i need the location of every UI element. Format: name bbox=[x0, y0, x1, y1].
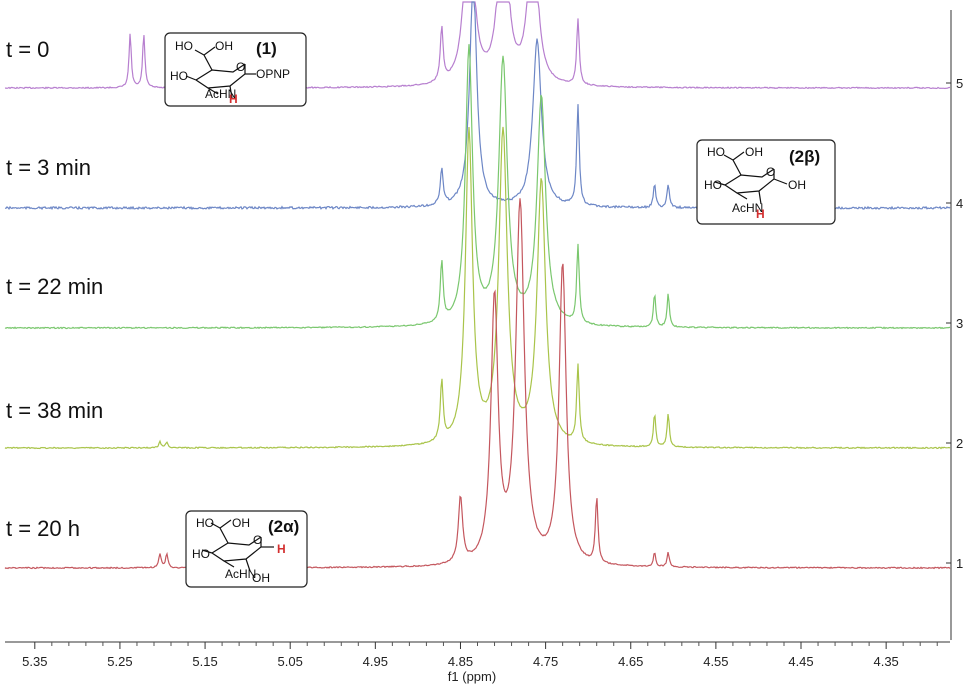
x-tick-label: 4.35 bbox=[873, 654, 898, 669]
struct2a-label-ho2: HO bbox=[192, 547, 210, 561]
y-tick-label: 5 bbox=[956, 76, 963, 91]
struct2b-label-h: H bbox=[756, 207, 765, 221]
structure-2alpha-box: HO OH HO O H AcHN OH (2α) bbox=[185, 510, 308, 588]
struct2b-label-achn: AcHN bbox=[732, 201, 763, 215]
y-tick-label: 4 bbox=[956, 196, 963, 211]
x-tick-label: 4.75 bbox=[533, 654, 558, 669]
struct1-label-achn: AcHN bbox=[205, 87, 236, 101]
x-tick-label: 5.35 bbox=[22, 654, 47, 669]
x-axis: 5.35 5.25 5.15 5.05 4.95 4.85 4.75 4.65 4.55 4.45… bbox=[5, 641, 950, 684]
x-tick-label: 4.85 bbox=[448, 654, 473, 669]
x-tick-label: 5.05 bbox=[278, 654, 303, 669]
y-tick-label: 1 bbox=[956, 556, 963, 571]
x-axis-ticks: 5.35 5.25 5.15 5.05 4.95 4.85 4.75 4.65 4.55 4.45… bbox=[22, 642, 938, 669]
x-tick-label: 4.65 bbox=[618, 654, 643, 669]
struct2b-label-ho1: HO bbox=[707, 145, 725, 159]
struct1-label-ho1: HO bbox=[175, 39, 193, 53]
struct2a-label-o: O bbox=[253, 533, 262, 547]
x-tick-label: 5.25 bbox=[107, 654, 132, 669]
spectrum-trace-4 bbox=[4, 198, 951, 570]
struct2a-label-h: H bbox=[277, 542, 286, 556]
structure-1-box: HO OH HO O OPNP AcHN H (1) bbox=[164, 32, 307, 107]
struct2a-label-achn: AcHN bbox=[225, 567, 256, 581]
trace-label-4: t = 20 h bbox=[6, 516, 80, 541]
struct1-label-opnp: OPNP bbox=[256, 67, 290, 81]
struct2a-label-oh1: OH bbox=[232, 516, 250, 530]
struct2b-label-oh1: OH bbox=[745, 145, 763, 159]
spectra-traces bbox=[4, 1, 951, 570]
spectrum-trace-2 bbox=[4, 44, 951, 330]
struct2b-id: (2β) bbox=[789, 147, 820, 166]
x-tick-label: 5.15 bbox=[192, 654, 217, 669]
y-axis-ticks: 1 2 3 4 5 bbox=[946, 76, 963, 571]
struct2b-label-ho2: HO bbox=[704, 178, 722, 192]
trace-label-0: t = 0 bbox=[6, 37, 49, 62]
struct1-label-ho2: HO bbox=[170, 69, 188, 83]
struct2b-label-oh2: OH bbox=[788, 178, 806, 192]
trace-label-2: t = 22 min bbox=[6, 274, 103, 299]
struct2a-label-ho1: HO bbox=[196, 516, 214, 530]
struct2a-id: (2α) bbox=[268, 517, 299, 536]
y-axis: 1 2 3 4 5 bbox=[946, 10, 963, 640]
x-tick-label: 4.55 bbox=[703, 654, 728, 669]
struct1-id: (1) bbox=[256, 39, 277, 58]
struct2a-label-oh2: OH bbox=[252, 571, 270, 585]
x-tick-label: 4.45 bbox=[788, 654, 813, 669]
y-tick-label: 2 bbox=[956, 436, 963, 451]
struct1-label-oh: OH bbox=[215, 39, 233, 53]
y-tick-label: 3 bbox=[956, 316, 963, 331]
trace-labels: t = 0 t = 3 min t = 22 min t = 38 min t … bbox=[6, 37, 103, 541]
spectrum-trace-0 bbox=[4, 1, 950, 90]
trace-label-3: t = 38 min bbox=[6, 398, 103, 423]
struct2b-label-o: O bbox=[766, 165, 775, 179]
spectrum-trace-3 bbox=[4, 126, 951, 450]
x-tick-label: 4.95 bbox=[363, 654, 388, 669]
structure-2beta-box: HO OH HO O OH AcHN H (2β) bbox=[696, 139, 836, 225]
trace-label-1: t = 3 min bbox=[6, 155, 91, 180]
struct1-label-o: O bbox=[236, 60, 245, 74]
struct1-label-h: H bbox=[229, 92, 238, 106]
x-axis-title: f1 (ppm) bbox=[448, 669, 496, 684]
